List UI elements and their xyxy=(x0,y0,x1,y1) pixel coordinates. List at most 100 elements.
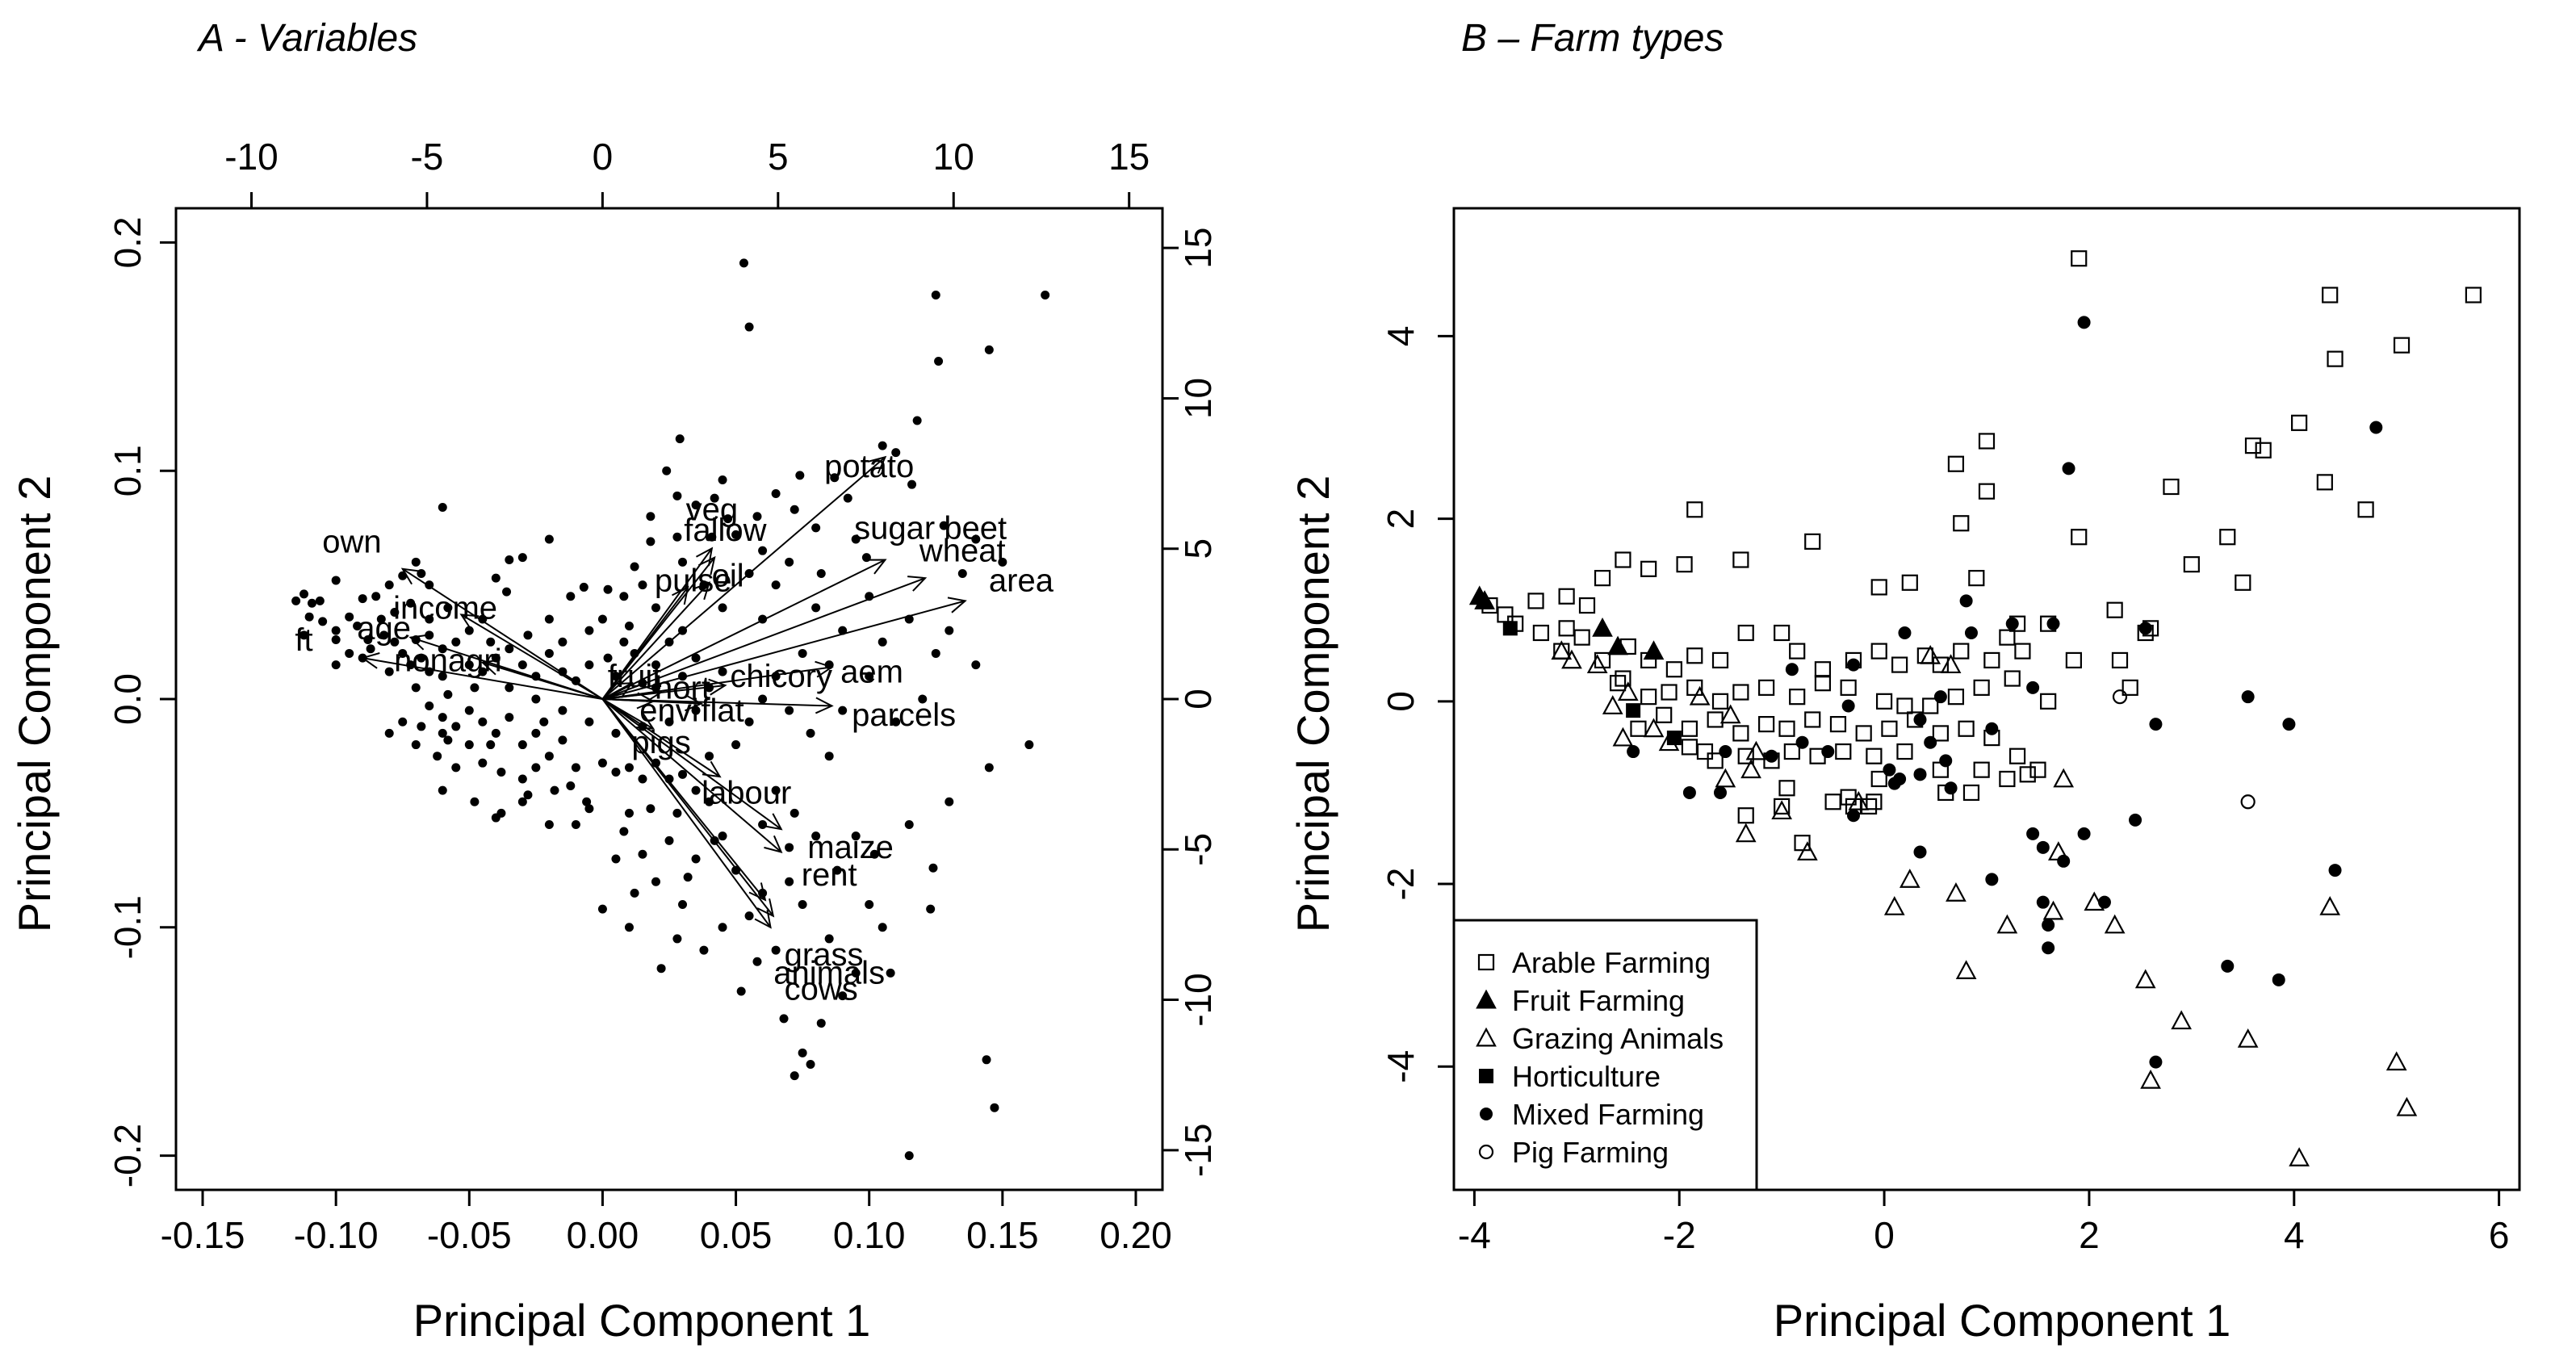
x-tick-label: 6 xyxy=(2489,1214,2510,1256)
y-tick-label: 0 xyxy=(1380,691,1422,712)
score-point xyxy=(744,322,754,332)
farm-point xyxy=(1973,761,1990,778)
score-point xyxy=(505,555,514,564)
score-point xyxy=(558,706,568,715)
farm-point xyxy=(2255,442,2272,459)
farm-point xyxy=(2149,1055,2163,1069)
farm-point xyxy=(2026,827,2040,840)
farm-point xyxy=(1740,759,1761,779)
panel-a-top-axis: -10 -5 0 5 10 15 xyxy=(224,136,1150,208)
score-point xyxy=(451,637,461,647)
farm-point xyxy=(1630,720,1647,737)
score-point xyxy=(646,804,656,814)
farm-point xyxy=(1527,593,1544,609)
x-tick-label: 0.15 xyxy=(966,1214,1039,1256)
farm-point xyxy=(1840,679,1857,696)
farm-point xyxy=(1617,681,1639,701)
farm-point xyxy=(1958,720,1975,737)
farm-point xyxy=(1707,752,1724,769)
farm-point xyxy=(1932,656,1949,673)
farm-point xyxy=(2138,622,2152,635)
farm-point xyxy=(1686,679,1703,696)
right-tick-label: -10 xyxy=(1177,973,1219,1026)
score-point xyxy=(638,774,647,784)
farm-point xyxy=(1735,823,1757,843)
score-point xyxy=(438,502,447,512)
farm-point xyxy=(1558,620,1575,637)
farm-point xyxy=(1765,749,1778,763)
loading-label: chicory xyxy=(730,659,832,694)
score-point xyxy=(731,530,741,539)
score-point xyxy=(843,493,852,503)
score-point xyxy=(478,667,488,676)
score-point xyxy=(664,835,674,845)
panel-b-bottom-axis: -4 -2 0 2 4 6 xyxy=(1458,1190,2509,1256)
farm-point xyxy=(2062,462,2075,475)
score-point xyxy=(438,728,447,738)
farm-point xyxy=(2097,895,2111,909)
score-point xyxy=(299,589,309,599)
farm-point xyxy=(2019,766,2036,783)
loading-label: parcels xyxy=(852,697,956,733)
farm-point xyxy=(1924,735,1937,749)
farm-point xyxy=(1586,654,1608,674)
series-grazing-animals xyxy=(1551,640,2418,1166)
score-point xyxy=(597,614,607,624)
farm-point xyxy=(1870,579,1887,596)
farm-point xyxy=(1939,754,1953,768)
score-point xyxy=(443,603,453,613)
farm-point xyxy=(1778,720,1795,737)
score-point xyxy=(651,660,660,670)
score-point xyxy=(691,854,701,864)
legend-label: Mixed Farming xyxy=(1512,1098,1704,1131)
score-point xyxy=(425,701,434,710)
farm-point xyxy=(1696,743,1714,760)
score-point xyxy=(811,603,821,613)
panel-b-y-axis-label: Principal Component 2 xyxy=(1288,475,1338,933)
legend-item: Pig Farming xyxy=(1478,1136,1669,1169)
score-point xyxy=(371,592,381,601)
series-horticulture xyxy=(1502,621,1682,746)
farm-point xyxy=(1978,433,1996,450)
farm-point xyxy=(1758,679,1775,696)
score-point xyxy=(785,843,794,852)
score-point xyxy=(664,717,674,727)
farm-point xyxy=(1609,675,1627,692)
score-point xyxy=(1024,740,1034,750)
score-point xyxy=(718,475,727,485)
legend-item: Mixed Farming xyxy=(1480,1098,1704,1131)
farm-point xyxy=(1978,483,1996,500)
farm-point xyxy=(1785,663,1799,676)
score-point xyxy=(582,797,592,806)
score-point xyxy=(851,831,861,841)
farm-point xyxy=(1999,770,2016,788)
score-point xyxy=(1041,290,1050,299)
farm-point xyxy=(1719,704,1741,724)
legend-item: Grazing Animals xyxy=(1476,1022,1724,1055)
farm-point xyxy=(2008,748,2026,764)
x-tick-label: 4 xyxy=(2284,1214,2305,1256)
right-tick-label: 10 xyxy=(1177,378,1219,419)
loading-arrow-sugar-beet xyxy=(601,559,887,700)
score-point xyxy=(417,653,426,663)
panel-b-title: B – Farm types xyxy=(1461,17,1724,60)
score-point xyxy=(417,722,426,731)
panel-b-x-axis-label: Principal Component 1 xyxy=(1774,1295,2231,1346)
score-point xyxy=(771,785,781,795)
score-point xyxy=(307,598,316,608)
farm-point xyxy=(1758,716,1775,733)
farm-point xyxy=(1682,785,1696,799)
farm-point xyxy=(2393,337,2411,354)
x-tick-label: -0.10 xyxy=(294,1214,379,1256)
farm-point xyxy=(2111,651,2129,669)
score-point xyxy=(496,808,506,818)
score-point xyxy=(624,622,634,631)
score-point xyxy=(832,865,842,875)
loading-label: own xyxy=(322,524,381,559)
score-point xyxy=(723,514,733,524)
farm-point xyxy=(2053,768,2075,788)
farm-point xyxy=(1953,515,1970,532)
score-point xyxy=(718,667,727,676)
loading-label: sugar beet xyxy=(854,510,1007,546)
